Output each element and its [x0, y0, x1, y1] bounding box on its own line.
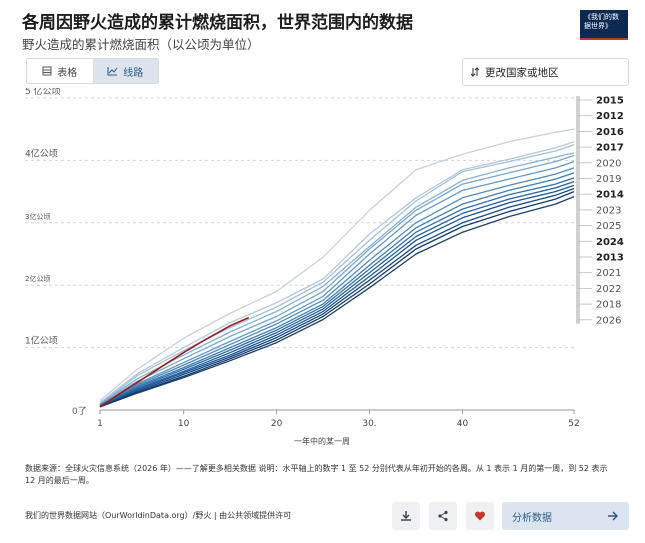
analyze-data-button[interactable]: 分析数据: [502, 502, 629, 530]
series-line-2022[interactable]: [99, 190, 575, 408]
legend-item-2017[interactable]: 2017: [596, 143, 624, 154]
page-title: 各周因野火造成的累计燃烧面积，世界范围内的数据: [22, 13, 413, 33]
tab-line-label: 线路: [123, 67, 144, 79]
y-tick-label: 4亿公顷: [25, 147, 58, 159]
tab-line[interactable]: 线路: [92, 59, 158, 83]
series-line-2024[interactable]: [99, 180, 575, 407]
legend-item-2016[interactable]: 2016: [596, 127, 624, 138]
y-tick-label: 5 亿公顷: [25, 88, 61, 97]
legend-item-2013[interactable]: 2013: [596, 253, 624, 264]
y-tick-label: 0了: [72, 406, 87, 417]
download-icon: [401, 511, 411, 521]
share-icon: [438, 510, 448, 522]
legend-item-2018[interactable]: 2018: [596, 300, 621, 311]
source-note: 数据来源：全球火灾信息系统（2026 年）——了解更多相关数据 说明：水平轴上的…: [25, 464, 608, 485]
share-button[interactable]: [429, 502, 457, 530]
legend-item-2021[interactable]: 2021: [596, 268, 621, 279]
legend: 2015 2012 2016 2017 2020 2019 2014 2023 2025 2024…: [576, 96, 624, 326]
series-lines: [99, 128, 575, 408]
series-line-2016[interactable]: [99, 144, 575, 405]
view-tabs: 表格 线路: [26, 58, 159, 84]
series-line-2025[interactable]: [99, 177, 575, 407]
owid-logo[interactable]: 《我们的数据世界》: [580, 10, 628, 38]
x-tick-label: 52: [568, 419, 579, 429]
y-axis-labels: 0了 1亿公顷 2亿公顷 3亿公顷 4亿公顷 5 亿公顷: [25, 88, 87, 417]
series-line-2012[interactable]: [99, 141, 575, 404]
x-axis-title: 一年中的某一周: [294, 436, 350, 446]
legend-item-2012[interactable]: 2012: [596, 111, 624, 122]
series-line-2014[interactable]: [99, 167, 575, 406]
legend-item-2020[interactable]: 2020: [596, 158, 621, 169]
swap-icon: [471, 67, 479, 77]
x-tick-label: 10: [178, 419, 190, 429]
grid-layer: [25, 97, 574, 411]
tab-table[interactable]: 表格: [27, 59, 93, 83]
series-line-2021[interactable]: [99, 187, 575, 408]
y-tick-label: 1亿公顷: [25, 335, 58, 347]
page-subtitle: 野火造成的累计燃烧面积（以公顷为单位）: [22, 37, 260, 52]
x-tick-label: 1: [97, 419, 103, 429]
series-line-2026[interactable]: [99, 316, 250, 408]
arrow-right-icon: [608, 511, 619, 521]
y-tick-label: 3亿公顷: [25, 212, 50, 221]
logo-accent-bar: [580, 38, 628, 40]
legend-item-2022[interactable]: 2022: [596, 284, 621, 295]
table-icon: [42, 66, 52, 76]
series-line-2017[interactable]: [99, 152, 575, 405]
x-tick-label: 40: [457, 419, 469, 429]
legend-item-2019[interactable]: 2019: [596, 174, 621, 185]
line-chart-icon: [107, 67, 118, 76]
legend-item-2015[interactable]: 2015: [596, 96, 624, 107]
legend-item-2025[interactable]: 2025: [596, 221, 621, 232]
legend-item-2024[interactable]: 2024: [596, 237, 624, 248]
x-tick-label: 30.: [362, 419, 376, 429]
legend-item-2014[interactable]: 2014: [596, 190, 624, 201]
line-chart: 0了 1亿公顷 2亿公顷 3亿公顷 4亿公顷 5 亿公顷 1 10 20 30. 40 52 一年中…: [25, 88, 624, 446]
x-axis-labels: 1 10 20 30. 40 52: [97, 410, 580, 429]
legend-item-2023[interactable]: 2023: [596, 205, 621, 216]
series-line-2015[interactable]: [99, 128, 575, 402]
series-line-2023[interactable]: [99, 172, 575, 407]
legend-item-2026[interactable]: 2026: [596, 315, 621, 326]
download-button[interactable]: [392, 502, 420, 530]
license-note: 我们的世界数据网站（OurWorldinData.org）/野火 | 由公共领域…: [25, 511, 292, 520]
tab-table-label: 表格: [57, 67, 78, 79]
x-tick-label: 20: [271, 419, 283, 429]
series-line-2020[interactable]: [99, 154, 575, 405]
change-country-button[interactable]: 更改国家或地区: [462, 58, 629, 86]
analyze-data-label: 分析数据: [512, 512, 552, 524]
series-line-2013[interactable]: [99, 184, 575, 407]
change-country-label: 更改国家或地区: [485, 66, 559, 79]
y-tick-label: 2亿公顷: [25, 274, 50, 283]
favorite-button[interactable]: [466, 502, 494, 530]
series-line-2018[interactable]: [99, 195, 575, 408]
series-line-2019[interactable]: [99, 160, 575, 406]
heart-icon: [474, 511, 486, 521]
